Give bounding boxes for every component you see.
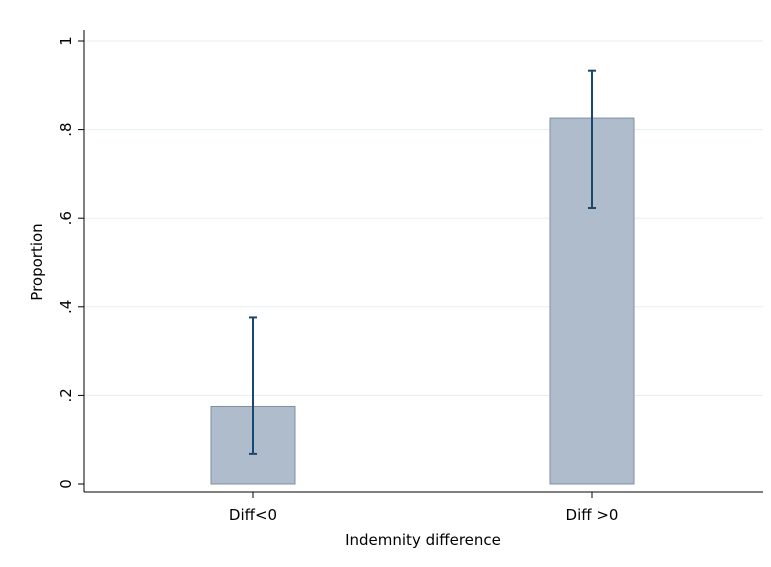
axes [83,30,763,493]
y-ticks: 0 .2 .4 .6 .8 1 [57,36,84,489]
bar [549,117,635,485]
x-ticks: Diff<0 Diff >0 [229,492,619,524]
y-tick-label: .6 [57,211,75,225]
gridlines [84,40,763,396]
y-axis-title: Proportion [28,223,46,300]
x-axis-title: Indemnity difference [345,531,501,549]
y-tick-label: 1 [57,36,75,46]
y-tick-label: .8 [57,122,75,136]
y-tick-label: .2 [57,388,75,402]
error-bars [249,69,596,455]
y-tick-label: .4 [57,300,75,314]
x-tick-label: Diff >0 [566,506,619,524]
x-tick-label: Diff<0 [229,506,277,524]
bars [210,117,635,485]
y-tick-label: 0 [57,479,75,489]
